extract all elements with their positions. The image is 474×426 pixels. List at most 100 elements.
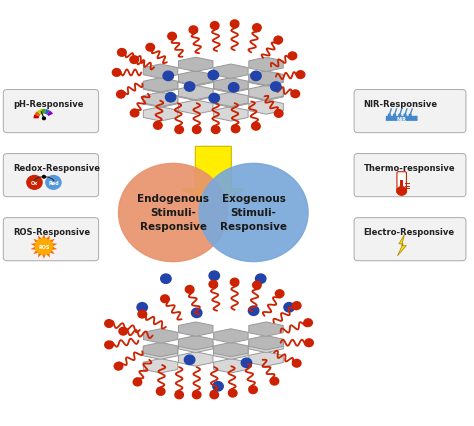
Text: Exogenous
Stimuli-
Responsive: Exogenous Stimuli- Responsive [220, 194, 287, 232]
Circle shape [112, 69, 121, 77]
Circle shape [130, 57, 138, 64]
Polygon shape [143, 359, 178, 373]
Circle shape [399, 115, 401, 116]
Circle shape [146, 44, 155, 52]
Circle shape [291, 91, 300, 98]
Text: ROS-Responsive: ROS-Responsive [13, 227, 90, 236]
Circle shape [137, 303, 147, 312]
Text: ROS: ROS [38, 245, 50, 249]
Polygon shape [46, 236, 50, 241]
Polygon shape [179, 58, 213, 72]
Circle shape [296, 72, 305, 79]
Polygon shape [397, 235, 406, 256]
Text: Endogenous
Stimuli-
Responsive: Endogenous Stimuli- Responsive [137, 194, 209, 232]
Polygon shape [31, 247, 36, 250]
Circle shape [248, 306, 259, 316]
Circle shape [304, 319, 312, 327]
Circle shape [119, 328, 128, 335]
Circle shape [274, 110, 283, 118]
Polygon shape [179, 72, 213, 86]
Circle shape [118, 164, 228, 262]
Polygon shape [214, 343, 248, 357]
Circle shape [208, 71, 219, 81]
Circle shape [138, 311, 146, 318]
Polygon shape [143, 107, 178, 122]
Polygon shape [179, 322, 213, 337]
Circle shape [404, 115, 406, 116]
Circle shape [36, 239, 53, 255]
Wedge shape [47, 111, 53, 117]
Circle shape [288, 53, 297, 60]
Polygon shape [33, 239, 38, 244]
Circle shape [209, 94, 219, 104]
FancyBboxPatch shape [354, 218, 466, 261]
Circle shape [292, 360, 301, 367]
Polygon shape [179, 352, 213, 366]
Circle shape [251, 72, 261, 81]
Polygon shape [143, 345, 178, 360]
Circle shape [249, 386, 257, 394]
Circle shape [210, 391, 219, 399]
Circle shape [184, 83, 195, 92]
Text: Thermo-responsive: Thermo-responsive [364, 164, 455, 173]
Polygon shape [49, 239, 55, 244]
Circle shape [105, 341, 113, 349]
Circle shape [230, 21, 239, 29]
Circle shape [192, 127, 201, 134]
Circle shape [133, 378, 142, 386]
Polygon shape [179, 338, 213, 353]
Polygon shape [214, 93, 248, 107]
Circle shape [175, 391, 183, 399]
Polygon shape [249, 352, 283, 366]
FancyBboxPatch shape [354, 90, 466, 133]
Polygon shape [52, 244, 57, 247]
Polygon shape [214, 79, 248, 94]
FancyBboxPatch shape [386, 117, 418, 122]
Circle shape [292, 302, 301, 310]
Polygon shape [249, 72, 283, 87]
Circle shape [274, 37, 283, 45]
Polygon shape [249, 101, 283, 115]
Circle shape [46, 176, 61, 190]
Circle shape [189, 27, 198, 35]
Circle shape [161, 274, 171, 284]
Wedge shape [34, 115, 39, 119]
FancyBboxPatch shape [400, 180, 403, 191]
Polygon shape [179, 101, 213, 115]
Circle shape [228, 389, 237, 397]
Wedge shape [35, 112, 41, 117]
Polygon shape [179, 72, 213, 87]
Polygon shape [249, 87, 283, 101]
Polygon shape [179, 87, 213, 101]
Polygon shape [42, 254, 46, 259]
FancyBboxPatch shape [397, 172, 406, 193]
Circle shape [192, 391, 201, 399]
Polygon shape [249, 72, 283, 86]
Wedge shape [41, 110, 46, 115]
Polygon shape [49, 250, 55, 254]
Circle shape [284, 303, 294, 312]
Circle shape [118, 49, 126, 57]
Circle shape [211, 127, 220, 134]
Circle shape [105, 320, 113, 328]
Polygon shape [143, 79, 178, 94]
Polygon shape [143, 343, 178, 357]
Polygon shape [214, 329, 248, 343]
Circle shape [388, 115, 390, 116]
Polygon shape [249, 322, 283, 337]
Polygon shape [143, 65, 178, 79]
Text: NIR: NIR [397, 117, 407, 121]
FancyBboxPatch shape [3, 154, 99, 197]
Circle shape [228, 83, 239, 93]
Polygon shape [143, 94, 178, 108]
Polygon shape [143, 78, 178, 93]
Polygon shape [214, 94, 248, 108]
Circle shape [253, 282, 261, 289]
Circle shape [305, 339, 313, 347]
Polygon shape [214, 65, 248, 79]
Circle shape [27, 176, 42, 190]
Circle shape [114, 363, 123, 370]
Circle shape [252, 123, 260, 131]
Polygon shape [214, 107, 248, 122]
Circle shape [409, 115, 411, 116]
